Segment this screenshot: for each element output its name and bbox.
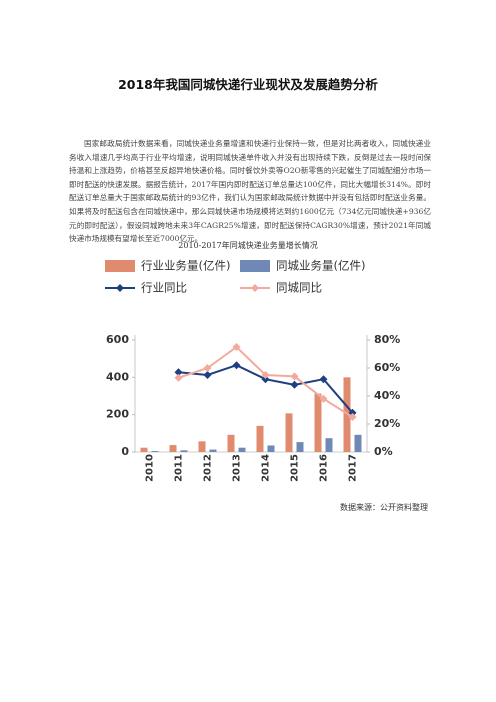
legend-swatch <box>251 284 259 292</box>
x-tick-label: 2017 <box>348 454 359 482</box>
doc-title: 2018年我国同城快递行业现状及发展趋势分析 <box>118 77 378 92</box>
legend-label: 行业业务量(亿件) <box>141 259 230 273</box>
marker <box>232 343 241 351</box>
y-tick-label: 200 <box>106 408 129 421</box>
bar <box>169 445 177 452</box>
legend-label: 同城同比 <box>276 281 322 295</box>
x-tick-label: 2012 <box>203 454 214 482</box>
x-tick-label: 2016 <box>319 454 330 482</box>
legend-swatch <box>116 284 124 292</box>
bar <box>140 447 148 452</box>
marker <box>232 361 241 370</box>
source-note: 数据来源：公开资料整理 <box>340 503 428 512</box>
marker <box>348 413 357 421</box>
legend-swatch <box>240 260 270 272</box>
marker <box>261 375 270 384</box>
marker <box>203 371 212 379</box>
x-tick-label: 2013 <box>232 454 243 482</box>
y2-tick-label: 20% <box>374 417 400 430</box>
y2-tick-label: 60% <box>374 361 400 374</box>
marker <box>290 380 299 389</box>
marker <box>203 364 212 372</box>
bar <box>209 449 217 452</box>
y-tick-label: 400 <box>106 370 129 383</box>
y2-tick-label: 40% <box>374 389 400 402</box>
chart-title: 2010-2017年同城快递业务量增长情况 <box>178 241 318 250</box>
bar <box>256 425 264 452</box>
chart: 0 200 400 600 0% 20% 40% 60% 80% 2010 2011 2012 2013… <box>105 259 400 482</box>
y2-tick-label: 80% <box>374 333 400 346</box>
bar <box>151 451 159 452</box>
bar <box>267 445 275 452</box>
bar <box>354 434 362 452</box>
bar <box>325 438 333 452</box>
marker <box>319 394 328 403</box>
bar <box>198 441 206 452</box>
legend-label: 同城业务量(亿件) <box>276 259 365 273</box>
x-tick-label: 2011 <box>174 454 185 482</box>
bar <box>180 450 188 452</box>
paragraph: 国家邮政局统计数据来看，同城快递业务量增速和快递行业保持一致，但是对比两者收入，… <box>69 139 431 244</box>
marker <box>174 373 183 382</box>
legend-label: 行业同比 <box>141 281 187 295</box>
bar <box>314 393 322 452</box>
marker <box>319 375 328 384</box>
bar <box>296 442 304 452</box>
legend-swatch <box>105 260 135 272</box>
marker <box>174 368 183 377</box>
x-tick-label: 2015 <box>290 454 301 482</box>
y-tick-label: 600 <box>106 333 129 346</box>
y-tick-label: 0 <box>121 445 129 458</box>
bar <box>285 413 293 452</box>
marker <box>290 372 299 381</box>
x-tick-label: 2014 <box>261 454 272 482</box>
x-tick-label: 2010 <box>145 454 156 482</box>
bar <box>238 447 246 452</box>
marker <box>261 371 270 379</box>
bar <box>227 434 235 452</box>
y2-tick-label: 0% <box>374 445 393 458</box>
